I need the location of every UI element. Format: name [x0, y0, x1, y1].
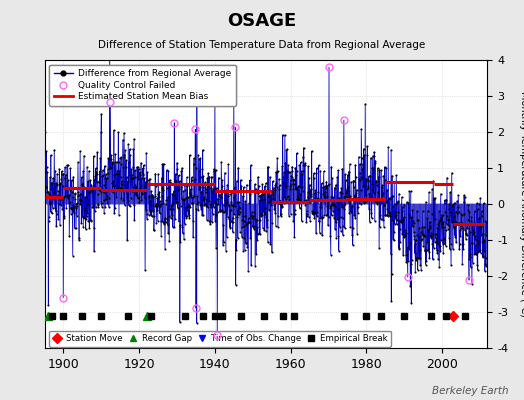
Text: OSAGE: OSAGE	[227, 12, 297, 30]
Text: Difference of Station Temperature Data from Regional Average: Difference of Station Temperature Data f…	[99, 40, 425, 50]
Text: Berkeley Earth: Berkeley Earth	[432, 386, 508, 396]
Y-axis label: Monthly Temperature Anomaly Difference (°C): Monthly Temperature Anomaly Difference (…	[519, 91, 524, 317]
Legend: Difference from Regional Average, Quality Control Failed, Estimated Station Mean: Difference from Regional Average, Qualit…	[49, 64, 236, 106]
